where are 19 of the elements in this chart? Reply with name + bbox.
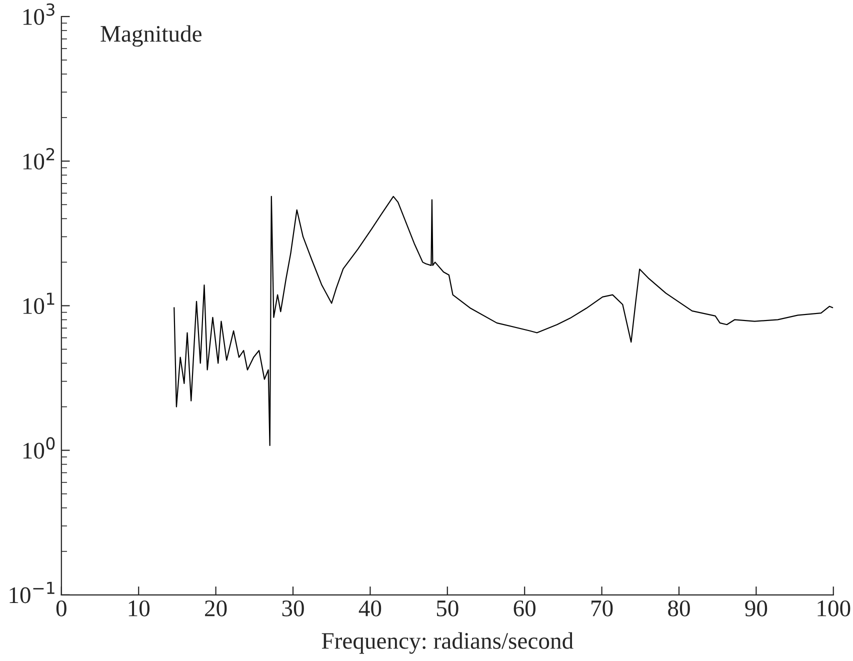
x-tick-label: 0 (56, 600, 66, 616)
x-tick-label: 50 (436, 600, 458, 616)
y-tick-label: 10$^{−1}$ (10, 582, 54, 604)
x-tick-label: 80 (668, 600, 690, 616)
x-tick-label: 30 (282, 600, 304, 616)
x-tick-label: 90 (745, 600, 768, 616)
y-axis-title: Magnitude (100, 25, 202, 47)
x-tick-label: 70 (592, 600, 613, 616)
y-tick-label: 10$^{1}$ (23, 292, 54, 314)
x-tick-label: 60 (514, 600, 536, 616)
y-tick-label: 10$^{2}$ (23, 148, 54, 170)
x-tick-label: 10 (128, 600, 150, 616)
x-tick-label: 100 (818, 600, 850, 616)
x-axis-title: Frequency: radians/second (322, 632, 574, 654)
x-tick-label: 40 (358, 600, 382, 616)
x-tick-label: 20 (205, 600, 227, 616)
line-series (174, 196, 834, 446)
y-tick-label: 10$^{3}$ (23, 3, 54, 25)
y-tick-label: 10$^{0}$ (23, 437, 55, 459)
